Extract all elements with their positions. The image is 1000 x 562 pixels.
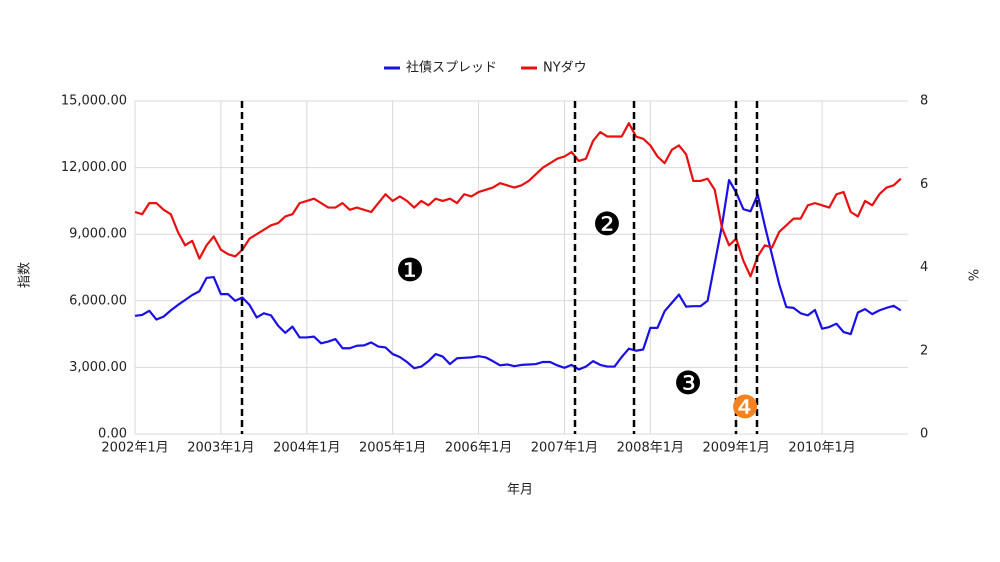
y2-tick-label: 0 bbox=[920, 427, 928, 442]
grid bbox=[134, 100, 908, 435]
y-tick-label: 3,000.00 bbox=[69, 360, 127, 375]
legend-label: NYダウ bbox=[543, 61, 587, 76]
x-tick-label: 2004年1月 bbox=[273, 441, 340, 456]
x-tick-label: 2006年1月 bbox=[445, 441, 512, 456]
annotation: ❸ bbox=[674, 364, 703, 402]
y-tick-label: 9,000.00 bbox=[69, 227, 127, 242]
x-tick-label: 2003年1月 bbox=[187, 441, 254, 456]
annotation: ❶ bbox=[396, 251, 425, 289]
y2-axis-title: % bbox=[968, 269, 983, 281]
x-tick-label: 2002年1月 bbox=[101, 441, 168, 456]
period-lines bbox=[240, 101, 759, 434]
x-tick-label: 2009年1月 bbox=[703, 441, 770, 456]
legend-label: 社債スプレッド bbox=[406, 60, 497, 76]
x-tick-label: 2010年1月 bbox=[788, 441, 855, 456]
plot bbox=[134, 122, 902, 371]
x-tick-label: 2005年1月 bbox=[359, 441, 426, 456]
series-line bbox=[134, 178, 902, 371]
y-tick-label: 12,000.00 bbox=[61, 160, 127, 175]
series-line bbox=[134, 122, 902, 278]
y-axis-title: 指数 bbox=[18, 262, 33, 288]
annotation: ❷ bbox=[593, 205, 622, 243]
y2-tick-label: 2 bbox=[920, 343, 928, 358]
x-tick-label: 2007年1月 bbox=[531, 441, 598, 456]
y2-tick-label: 4 bbox=[920, 260, 928, 275]
y-tick-label: 6,000.00 bbox=[69, 293, 127, 308]
y-tick-label: 0.00 bbox=[98, 427, 127, 442]
annotation: ❹ bbox=[731, 388, 760, 426]
y-tick-label: 15,000.00 bbox=[61, 94, 127, 109]
x-tick-label: 2008年1月 bbox=[617, 441, 684, 456]
y2-tick-label: 6 bbox=[920, 177, 928, 192]
y2-tick-label: 8 bbox=[920, 94, 928, 109]
x-axis-title: 年月 bbox=[507, 483, 533, 498]
